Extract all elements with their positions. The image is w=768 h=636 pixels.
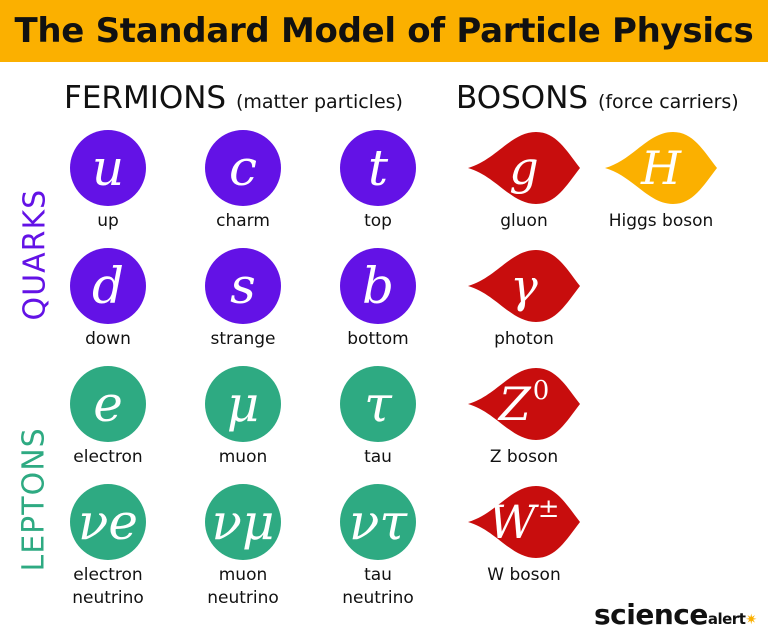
fermions-subtitle: (matter particles) xyxy=(235,91,403,113)
particle-photon: γ photon xyxy=(454,248,594,351)
particle-gluon: g gluon xyxy=(454,130,594,233)
particle-symbol: g xyxy=(509,141,539,195)
particle-Higgs-boson: H Higgs boson xyxy=(591,130,731,233)
particle-name: tau neutrino xyxy=(342,565,414,608)
particle-muon: μ muon xyxy=(173,366,313,469)
particle-symbol: νμ xyxy=(205,484,281,560)
sciencealert-logo: sciencealert✷ xyxy=(594,598,757,631)
particle-name: Higgs boson xyxy=(608,211,714,231)
particle-symbol: W xyxy=(488,495,536,549)
particle-symbol: e xyxy=(70,366,146,442)
particle-symbol: d xyxy=(70,248,146,324)
particle-symbol: Z xyxy=(498,377,531,431)
particle-symbol: b xyxy=(340,248,416,324)
fermions-label: FERMIONS xyxy=(64,80,227,116)
boson-leaf-shape: W ± xyxy=(466,484,582,560)
particle-tau: τ tau xyxy=(308,366,448,469)
particle-tau-neutrino: ντ tau neutrino xyxy=(308,484,448,610)
particle-name: photon xyxy=(494,329,554,349)
particle-charge: ± xyxy=(537,494,560,524)
particle-symbol: νe xyxy=(70,484,146,560)
spark-icon: ✷ xyxy=(745,612,757,628)
logo-sub: alert xyxy=(707,610,746,628)
particle-symbol: c xyxy=(205,130,281,206)
particle-symbol: τ xyxy=(340,366,416,442)
particle-name: Z boson xyxy=(489,447,559,467)
particle-muon-neutrino: νμ muon neutrino xyxy=(173,484,313,610)
particle-down: d down xyxy=(38,248,178,351)
particle-name: electron neutrino xyxy=(72,565,144,608)
particle-electron-neutrino: νe electron neutrino xyxy=(38,484,178,610)
particle-symbol: H xyxy=(640,141,682,195)
particle-name: up xyxy=(97,211,119,231)
bosons-subtitle: (force carriers) xyxy=(597,91,739,113)
particle-name: top xyxy=(364,211,392,231)
logo-main: science xyxy=(594,598,708,631)
particle-top: t top xyxy=(308,130,448,233)
particle-name: bottom xyxy=(347,329,409,349)
boson-leaf-shape: g xyxy=(466,130,582,206)
particle-charm: c charm xyxy=(173,130,313,233)
particle-strange: s strange xyxy=(173,248,313,351)
particle-up: u up xyxy=(38,130,178,233)
boson-leaf-shape: γ xyxy=(466,248,582,324)
particle-charge: 0 xyxy=(532,376,550,406)
particle-name: W boson xyxy=(487,565,561,585)
particle-W-boson: W ± W boson xyxy=(454,484,594,587)
particle-symbol: t xyxy=(340,130,416,206)
particle-name: muon xyxy=(218,447,268,467)
title-bar: The Standard Model of Particle Physics xyxy=(0,0,768,62)
particle-name: down xyxy=(85,329,131,349)
page-title: The Standard Model of Particle Physics xyxy=(14,11,754,51)
particle-name: gluon xyxy=(500,211,548,231)
bosons-heading: BOSONS (force carriers) xyxy=(456,80,739,116)
boson-leaf-shape: H xyxy=(603,130,719,206)
particle-name: charm xyxy=(216,211,270,231)
fermions-heading: FERMIONS (matter particles) xyxy=(64,80,403,116)
particle-symbol: u xyxy=(70,130,146,206)
particle-symbol: μ xyxy=(205,366,281,442)
particle-symbol: γ xyxy=(510,259,538,313)
particle-name: muon neutrino xyxy=(207,565,279,608)
particle-electron: e electron xyxy=(38,366,178,469)
particle-name: tau xyxy=(364,447,392,467)
bosons-label: BOSONS xyxy=(456,80,589,116)
particle-bottom: b bottom xyxy=(308,248,448,351)
particle-name: electron xyxy=(73,447,143,467)
particle-name: strange xyxy=(210,329,276,349)
particle-symbol: ντ xyxy=(340,484,416,560)
particle-symbol: s xyxy=(205,248,281,324)
